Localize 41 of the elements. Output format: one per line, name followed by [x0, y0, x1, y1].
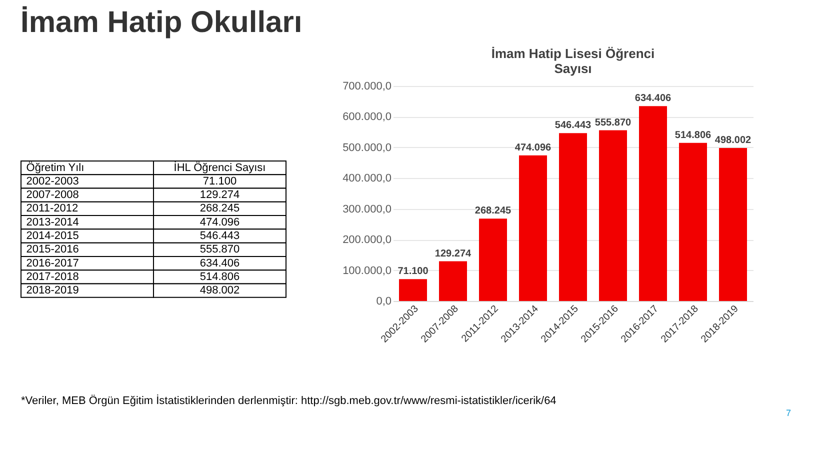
category-label: 2011-2012 [26, 202, 78, 215]
y-tick-label: 0,0 [376, 296, 392, 308]
category-label: 2014-2015 [26, 230, 79, 242]
data-label: 71.100 [398, 266, 429, 278]
y-tick-label: 100.000,0 [342, 264, 392, 277]
data-label: 634.406 [634, 93, 672, 104]
chart-title: İmam Hatip Okulları [20, 6, 302, 39]
data-label: 268.245 [474, 206, 512, 217]
category-label: 2016-2017 [26, 257, 79, 270]
y-tick-label: 600.000,0 [342, 111, 392, 124]
category-label: 2007-2008 [26, 189, 79, 202]
text: 268.245 [200, 202, 240, 215]
text: İHL Öğrenci Sayısı [174, 160, 266, 174]
category-label: 2013-2014 [26, 216, 79, 228]
text: 555.870 [200, 244, 240, 256]
data-label: 514.806 [674, 130, 712, 141]
text: 498.002 [200, 284, 240, 297]
y-tick-label: 700.000,0 [342, 80, 392, 92]
data-label: 498.002 [714, 135, 752, 146]
chart-subtitle: İmam Hatip Lisesi Öğrenci Sayısı [491, 46, 655, 76]
category-label: 2002-2003 [26, 175, 79, 188]
y-tick-label: 400.000,0 [342, 172, 392, 185]
y-tick-label: 200.000,0 [342, 234, 392, 246]
data-label: 474.096 [514, 142, 552, 154]
y-tick-label: 500.000,0 [342, 142, 392, 154]
text: 71.100 [202, 175, 237, 188]
text: 546.443 [200, 230, 240, 242]
category-label: 2017-2018 [26, 270, 79, 283]
text: 129.274 [200, 189, 240, 202]
data-label: 129.274 [434, 248, 472, 260]
data-label: 555.870 [594, 117, 632, 128]
category-label: 2018-2019 [26, 284, 79, 297]
text: 634.406 [200, 257, 240, 270]
text: *Veriler, MEB Örgün Eğitim İstatistiklerinden derlenmiştir: http://sgb.meb.gov.tr/www/resmi-istatistikler/icerik/64 [21, 394, 556, 407]
text: Öğretim Yılı [26, 160, 84, 174]
category-label: 2015-2016 [26, 244, 79, 256]
text: 7 [786, 408, 791, 418]
text: 514.806 [200, 270, 240, 283]
y-tick-label: 300.000,0 [342, 203, 392, 216]
data-label: 546.443 [554, 120, 592, 132]
text: 474.096 [200, 216, 240, 228]
